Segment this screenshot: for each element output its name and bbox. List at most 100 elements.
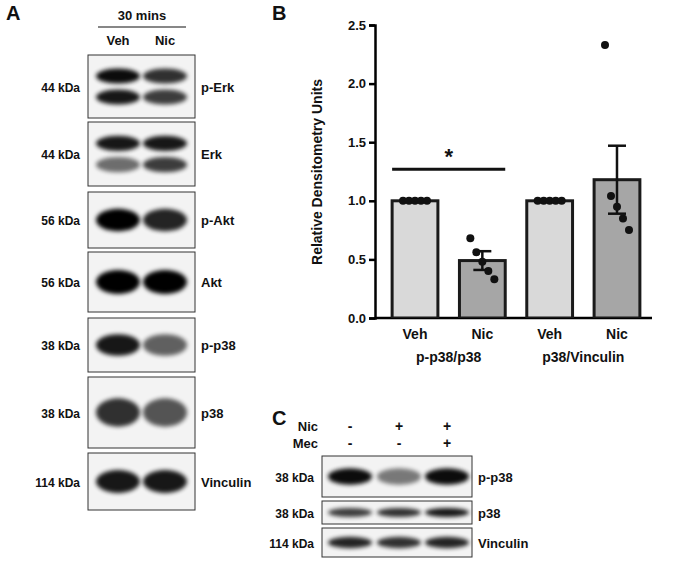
blot-frame [88, 252, 195, 312]
lane-label: Nic [155, 33, 175, 48]
y-tick: 2.0 [348, 76, 375, 91]
blot-band [425, 537, 469, 549]
bar [459, 261, 505, 318]
blot-band [96, 470, 140, 493]
blot-label: Erk [201, 147, 223, 162]
y-tick: 0.0 [348, 311, 375, 326]
data-point [607, 192, 615, 200]
panel-label: B [272, 2, 286, 24]
blot-band [328, 537, 372, 549]
blot-label: p-Akt [201, 213, 235, 228]
blot-band [377, 537, 421, 549]
blot-frame [88, 453, 195, 510]
y-tick-mark [369, 24, 375, 27]
blot-frame [322, 456, 472, 497]
data-point [625, 226, 633, 234]
x-tick-label: Veh [537, 326, 562, 342]
error-bar [608, 146, 626, 214]
blot-band [377, 468, 421, 484]
y-tick-label: 2.5 [348, 18, 366, 33]
blot-size: 114 kDa [269, 537, 314, 551]
blot-band [143, 89, 187, 104]
blot-band [96, 334, 140, 356]
header-rule [98, 26, 186, 27]
blot-row: 56 kDaAkt [41, 252, 222, 312]
panel-label: C [272, 407, 286, 429]
figure: A B C 30 mins Veh Nic 44 kDa p-Erk44 kDa Erk 56 k… [0, 0, 696, 563]
panel-label: A [6, 2, 20, 24]
y-axis-line [369, 26, 376, 319]
blot-frame [88, 122, 195, 186]
blot-size: 38 kDa [41, 407, 80, 421]
data-point [423, 197, 431, 205]
bar [392, 201, 438, 318]
blot-band [96, 209, 140, 231]
data-point [466, 234, 474, 242]
blot-row: 114 kDaVinculin [35, 453, 251, 510]
y-tick-mark [369, 317, 375, 320]
blot-header: 30 mins [118, 8, 166, 23]
blot-size: 44 kDa [41, 81, 80, 95]
y-axis-title: Relative Densitometry Units [309, 79, 325, 265]
blot-band [143, 270, 187, 294]
blot-row: 38 kDap38 [275, 501, 500, 524]
blot-frame [322, 528, 472, 557]
x-tick-label: Veh [403, 326, 428, 342]
data-point [619, 214, 627, 222]
y-tick-label: 1.5 [348, 135, 366, 150]
data-point [558, 197, 566, 205]
blot-size: 38 kDa [275, 471, 314, 485]
y-tick-label: 0.0 [348, 311, 366, 326]
blot-band [96, 68, 140, 83]
blot-label: p-Erk [201, 80, 235, 95]
blot-size: 56 kDa [41, 214, 80, 228]
blot-band [143, 68, 187, 83]
blot-row: 44 kDa p-Erk [41, 55, 235, 118]
y-tick: 0.5 [348, 252, 375, 267]
blot-frame [88, 55, 195, 118]
x-tick: Nic [471, 318, 493, 342]
blot-band [328, 508, 372, 517]
blot-frame [88, 377, 195, 448]
data-point [601, 41, 609, 49]
condition-sign: + [443, 435, 451, 451]
y-tick-label: 2.0 [348, 76, 366, 91]
data-point [478, 258, 486, 266]
blot-band [377, 508, 421, 517]
blot-row: 38 kDa p38 [41, 377, 223, 448]
blot-band [96, 270, 140, 294]
blot-size: 56 kDa [41, 276, 80, 290]
x-tick-label: Nic [471, 326, 493, 342]
blot-band [425, 468, 469, 484]
blot-band [96, 398, 140, 426]
blot-band [425, 508, 469, 517]
blot-band [143, 398, 187, 426]
condition-sign: - [348, 418, 353, 434]
blot-band [143, 334, 187, 356]
blot-frame [322, 501, 472, 524]
data-point [484, 267, 492, 275]
x-axis: VehNicVehNic [375, 318, 652, 342]
blot-band [96, 136, 140, 151]
y-tick: 2.5 [348, 18, 375, 33]
blot-band [143, 209, 187, 231]
blot-row: 114 kDaVinculin [269, 528, 528, 557]
condition-sign: - [397, 435, 402, 451]
blot-band [96, 157, 140, 172]
blot-label: p38 [201, 406, 223, 421]
group-label: p-p38/p38 [416, 349, 482, 365]
blot-row: 56 kDa p-Akt [41, 192, 235, 248]
y-tick-mark [369, 200, 375, 203]
y-tick: 1.5 [348, 135, 375, 150]
plot-area [392, 41, 640, 318]
blot-size: 38 kDa [275, 507, 314, 521]
blot-row: 38 kDap-p38 [275, 456, 512, 497]
blot-frame [88, 192, 195, 248]
blot-band [143, 136, 187, 151]
blot-band [143, 470, 187, 493]
group-label: p38/Vinculin [542, 349, 624, 365]
y-tick-mark [369, 83, 375, 86]
x-tick: Veh [537, 318, 562, 342]
blot-row: 38 kDap-p38 [41, 318, 235, 372]
condition-label: Nic [298, 419, 318, 434]
